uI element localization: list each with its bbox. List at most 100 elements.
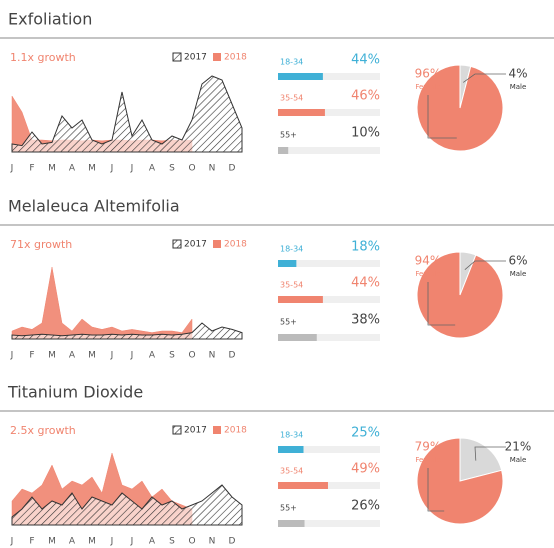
x-tick-label: J [110, 164, 114, 174]
age-value: 46% [351, 89, 380, 104]
gender-value: 94% [415, 254, 442, 268]
x-tick-label: A [69, 164, 76, 174]
bar-track [278, 482, 380, 489]
x-tick-label: M [88, 164, 96, 174]
bar [278, 147, 289, 154]
age-label: 18-34 [280, 58, 303, 67]
x-tick-label: A [69, 351, 76, 361]
leader-line [427, 95, 457, 139]
legend-label: 2017 [184, 426, 207, 436]
age-label: 55+ [280, 318, 297, 327]
growth-label: 1.1x growth [10, 51, 76, 64]
x-tick-label: M [48, 351, 56, 361]
age-label: 18-34 [280, 431, 303, 440]
x-tick-label: J [10, 351, 14, 361]
x-tick-label: F [29, 537, 34, 547]
bar [278, 482, 328, 489]
bar-track [278, 296, 380, 303]
x-tick-label: D [229, 351, 236, 361]
legend-label: 2017 [184, 53, 207, 63]
legend-swatch [213, 426, 221, 434]
x-tick-label: J [130, 351, 134, 361]
gender-value: 6% [508, 254, 527, 268]
age-value: 44% [351, 53, 380, 68]
x-tick-label: N [209, 164, 216, 174]
leader-line [474, 446, 506, 461]
x-tick-label: J [110, 351, 114, 361]
bar [278, 296, 323, 303]
pie-slice [416, 437, 504, 525]
x-tick-label: A [69, 537, 76, 547]
x-tick-label: O [188, 164, 195, 174]
bar-track [278, 446, 380, 453]
age-label: 35-54 [280, 467, 303, 476]
age-value: 44% [351, 276, 380, 291]
legend-swatch [172, 425, 182, 435]
bar-track [278, 520, 380, 527]
gender-label: Female [415, 83, 440, 91]
leader-line [463, 73, 506, 83]
legend-swatch [213, 240, 221, 248]
x-tick-label: J [130, 537, 134, 547]
section-title: Melaleuca Altemifolia [8, 197, 180, 216]
x-tick-label: O [188, 351, 195, 361]
growth-label: 2.5x growth [10, 424, 76, 437]
bar [278, 446, 304, 453]
bar-track [278, 73, 380, 80]
age-value: 38% [351, 313, 380, 328]
age-value: 26% [351, 499, 380, 514]
x-tick-label: A [149, 537, 156, 547]
age-value: 10% [351, 126, 380, 141]
x-tick-label: S [169, 164, 175, 174]
gender-label: Female [415, 270, 440, 278]
bar-track [278, 147, 380, 154]
bar-track [278, 334, 380, 341]
bar [278, 334, 317, 341]
x-tick-label: F [29, 351, 34, 361]
x-tick-label: J [110, 537, 114, 547]
legend-swatch [172, 52, 182, 62]
x-tick-label: S [169, 351, 175, 361]
section-title: Exfoliation [8, 10, 92, 29]
x-tick-label: N [209, 351, 216, 361]
legend-label: 2018 [224, 240, 247, 250]
x-tick-label: M [88, 351, 96, 361]
legend-swatch [213, 53, 221, 61]
x-tick-label: D [229, 537, 236, 547]
section-title: Titanium Dioxide [7, 383, 143, 402]
age-label: 55+ [280, 504, 297, 513]
bar [278, 520, 305, 527]
x-tick-label: J [130, 164, 134, 174]
legend-label: 2018 [224, 426, 247, 436]
area-series [11, 75, 243, 153]
age-label: 18-34 [280, 245, 303, 254]
leader-line [464, 260, 506, 270]
legend-label: 2018 [224, 53, 247, 63]
legend-swatch [172, 239, 182, 249]
x-tick-label: F [29, 164, 34, 174]
pie-slice [416, 251, 504, 339]
x-tick-label: J [10, 537, 14, 547]
gender-label: Male [510, 83, 527, 91]
x-tick-label: J [10, 164, 14, 174]
bar-track [278, 109, 380, 116]
age-value: 25% [351, 426, 380, 441]
gender-value: 96% [415, 67, 442, 81]
x-tick-label: M [48, 164, 56, 174]
age-label: 35-54 [280, 281, 303, 290]
bar [278, 260, 297, 267]
x-tick-label: N [209, 537, 216, 547]
x-tick-label: A [149, 164, 156, 174]
age-value: 18% [351, 240, 380, 255]
x-tick-label: A [149, 351, 156, 361]
x-tick-label: O [188, 537, 195, 547]
x-tick-label: M [88, 537, 96, 547]
bar-track [278, 260, 380, 267]
x-tick-label: M [48, 537, 56, 547]
gender-label: Female [415, 456, 440, 464]
gender-label: Male [510, 270, 527, 278]
area-series [11, 322, 243, 340]
legend-label: 2017 [184, 240, 207, 250]
gender-value: 79% [415, 440, 442, 454]
x-tick-label: S [169, 537, 175, 547]
